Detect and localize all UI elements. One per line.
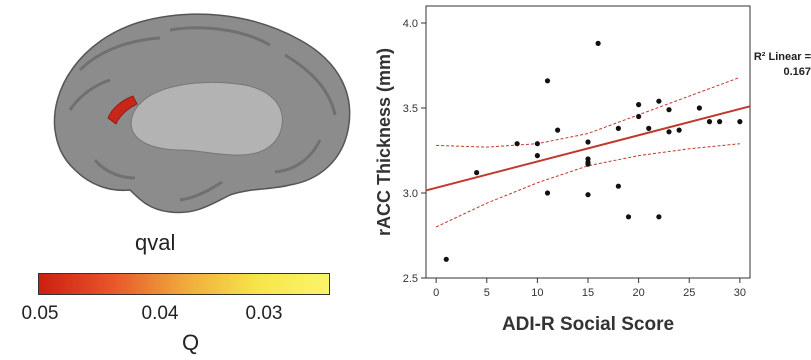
r2-label: R² Linear =: [753, 51, 811, 63]
corpus-callosum-region: [130, 81, 283, 156]
data-point: [676, 127, 682, 133]
data-point: [656, 98, 662, 104]
data-point: [625, 214, 632, 220]
data-point: [585, 139, 591, 145]
data-point: [514, 141, 520, 147]
y-tick-label: 4.0: [403, 18, 418, 30]
y-tick-label: 3.0: [403, 188, 418, 200]
x-tick-label: 15: [582, 287, 594, 299]
data-point: [534, 141, 540, 147]
data-point: [474, 170, 480, 176]
data-point: [636, 113, 642, 120]
x-tick-label: 20: [633, 287, 645, 299]
data-point: [615, 125, 621, 131]
data-point: [636, 102, 642, 108]
regression-line: [425, 105, 751, 192]
data-point: [544, 190, 551, 196]
x-tick-label: 30: [734, 287, 746, 299]
data-point: [737, 119, 743, 125]
r2-value: 0.167: [783, 66, 811, 78]
data-point: [666, 107, 672, 113]
colorbar-tick: 0.05: [21, 303, 59, 324]
colorbar-axis-label: Q: [182, 330, 200, 355]
x-tick-label: 10: [531, 287, 543, 299]
y-axis-title: rACC Thickness (mm): [374, 48, 394, 236]
confidence-band-lower: [435, 143, 740, 228]
brain-medial-surface-image: [53, 13, 351, 214]
data-point: [595, 40, 601, 47]
colorbar-title: qval: [135, 230, 176, 255]
x-tick-label: 5: [484, 287, 490, 299]
q-colorbar: [38, 273, 330, 295]
data-point: [656, 214, 662, 220]
data-point: [443, 256, 449, 262]
data-point: [534, 153, 540, 159]
y-tick-label: 3.5: [403, 103, 418, 115]
x-tick-label: 25: [683, 287, 695, 299]
confidence-band-upper: [436, 76, 741, 148]
x-tick-label: 0: [433, 287, 439, 299]
x-axis-title: ADI-R Social Score: [502, 314, 674, 335]
data-point: [717, 119, 723, 125]
scatter-chart: 0 5 10 15 20 25 30 2.5 3.0 3.5 4.0 ADI-R Social Sco…: [374, 5, 751, 335]
colorbar-tick: 0.04: [141, 303, 179, 324]
data-point: [615, 183, 621, 189]
y-tick-label: 2.5: [403, 273, 418, 285]
r2-annotation: R² Linear = 0.167: [737, 50, 811, 80]
data-point: [706, 119, 713, 125]
data-point: [666, 129, 672, 135]
racc-cluster-highlight: [107, 95, 138, 125]
data-point: [585, 192, 591, 198]
data-point: [555, 127, 561, 133]
colorbar-tick: 0.03: [245, 303, 283, 324]
data-point: [696, 105, 702, 111]
data-point: [585, 161, 591, 167]
brain-panel: qval 0.05 0.04 0.03 Q: [0, 0, 370, 360]
data-point: [646, 125, 652, 131]
gyri-texture: [68, 26, 337, 202]
data-point: [544, 78, 551, 84]
